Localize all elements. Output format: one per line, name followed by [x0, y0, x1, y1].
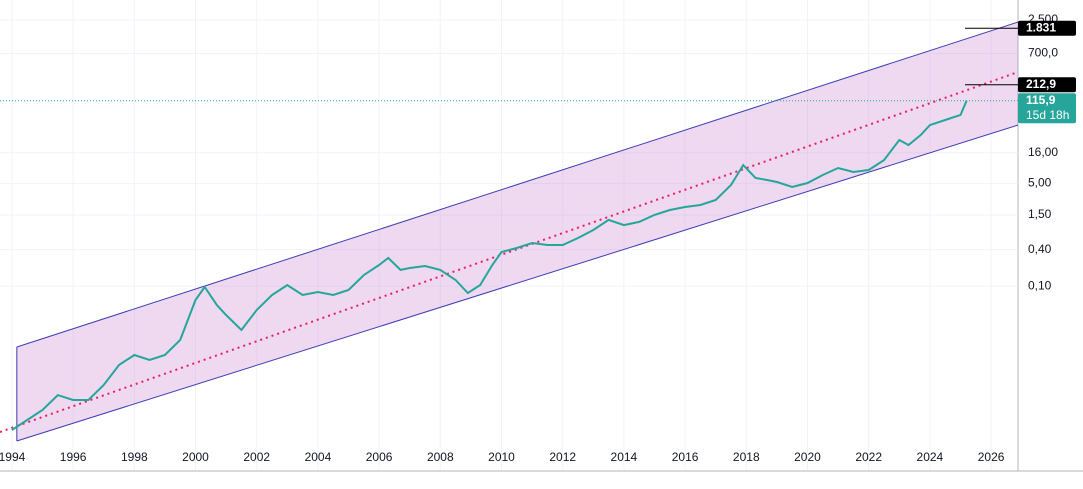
x-tick-label: 1996 [60, 450, 87, 464]
price-label-countdown: 15d 18h [1026, 108, 1069, 122]
x-tick-label: 2020 [794, 450, 821, 464]
x-tick-label: 2010 [488, 450, 515, 464]
y-tick-label: 700,0 [1028, 46, 1058, 60]
x-tick-label: 2018 [733, 450, 760, 464]
channel-lower [16, 124, 1019, 442]
channel-fill [16, 22, 1018, 442]
y-tick-label: 16,00 [1028, 145, 1058, 159]
price-line [11, 100, 968, 431]
y-tick-label: 0,40 [1028, 242, 1052, 256]
x-tick-label: 2014 [611, 450, 638, 464]
y-tick-label: 0,10 [1028, 278, 1052, 292]
x-tick-label: 2008 [427, 450, 454, 464]
x-tick-label: 2016 [672, 450, 699, 464]
x-tick-label: 1998 [121, 450, 148, 464]
price-label-box [1018, 77, 1076, 93]
price-label: 115,9 [1026, 93, 1056, 107]
x-tick-label: 2012 [549, 450, 576, 464]
x-tick-label: 2026 [978, 450, 1005, 464]
price-label: 1.831 [1026, 20, 1056, 34]
price-label: 212,9 [1026, 77, 1056, 91]
x-tick-label: 2002 [243, 450, 270, 464]
x-tick-label: 2024 [917, 450, 944, 464]
price-label-box [1018, 93, 1076, 124]
x-tick-label: 1994 [0, 450, 26, 464]
x-tick-label: 2022 [855, 450, 882, 464]
y-tick-label: 1,50 [1028, 207, 1052, 221]
channel-upper [16, 21, 1019, 348]
x-tick-label: 2000 [182, 450, 209, 464]
y-tick-label: 5,00 [1028, 175, 1052, 189]
price-label-box [1018, 20, 1076, 36]
x-tick-label: 2004 [305, 450, 332, 464]
x-tick-label: 2006 [366, 450, 393, 464]
